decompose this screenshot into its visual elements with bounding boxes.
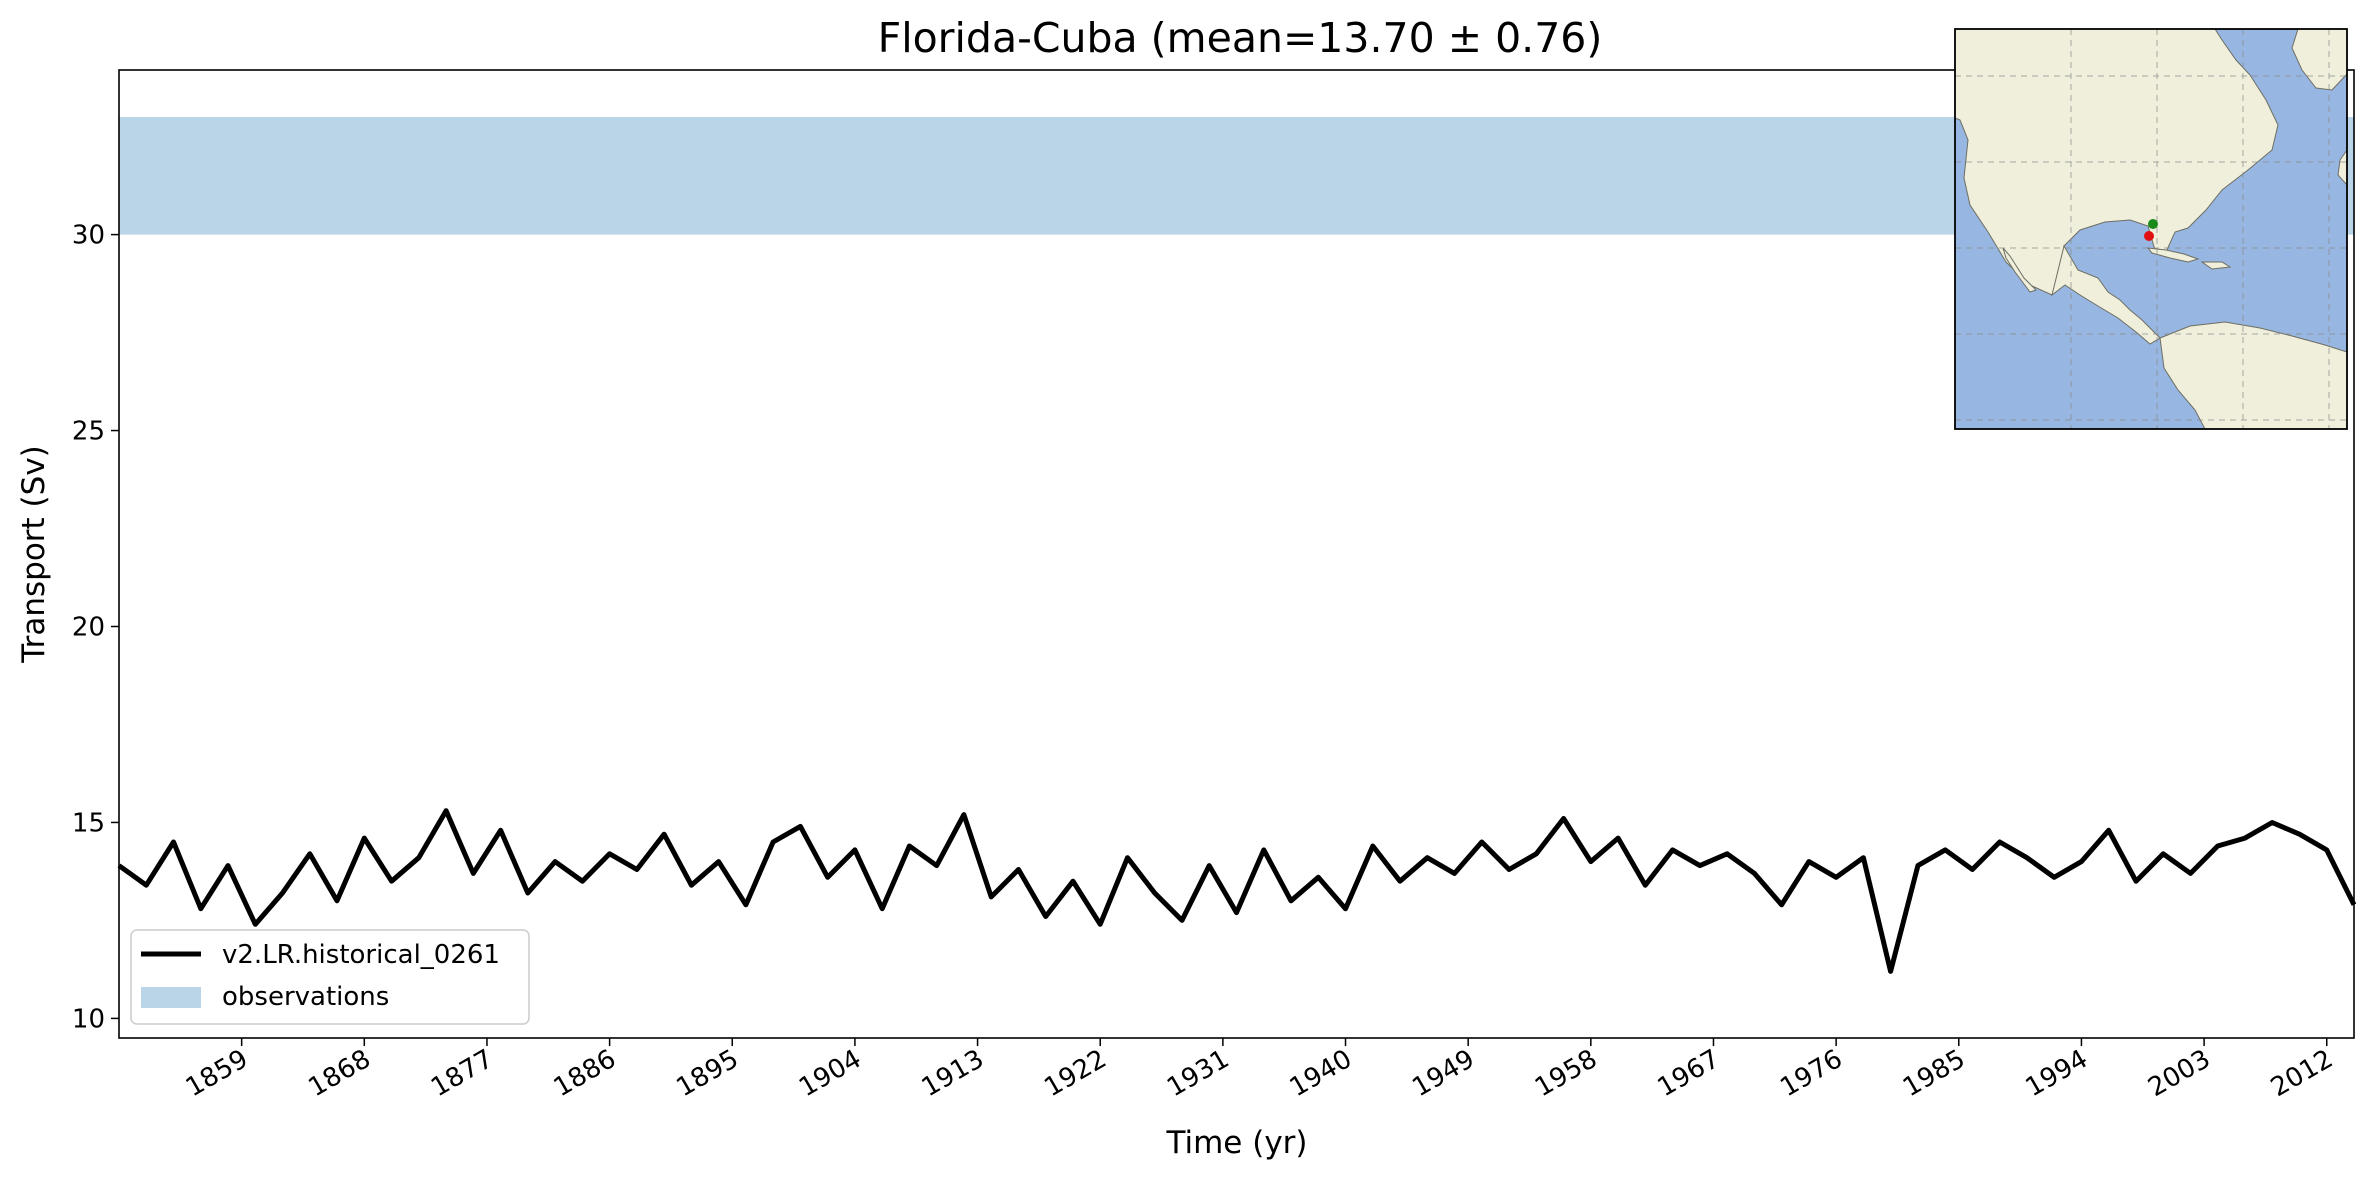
x-tick-label: 1958: [1530, 1044, 1602, 1103]
y-axis-ticks: 10 15 20 25 30: [72, 221, 119, 1034]
map-marker-cuba: [2144, 231, 2154, 241]
x-tick-label: 1949: [1407, 1044, 1479, 1103]
legend-label-series: v2.LR.historical_0261: [222, 940, 500, 970]
legend-label-observations: observations: [222, 982, 389, 1012]
inset-map-frame: [1954, 28, 2348, 430]
map-land-greenland: [2291, 29, 2347, 91]
x-tick-label: 1868: [303, 1044, 375, 1103]
x-tick-label: 1913: [917, 1044, 989, 1103]
legend: v2.LR.historical_0261 observations: [130, 929, 530, 1025]
legend-box: [130, 929, 530, 1025]
plot-frame: [118, 69, 2355, 1039]
chart-title: Florida-Cuba (mean=13.70 ± 0.76): [878, 14, 1603, 62]
map-land-south-america: [2159, 321, 2347, 429]
y-axis-label: Transport (Sv): [16, 445, 52, 664]
x-tick-label: 1967: [1653, 1044, 1725, 1103]
x-tick-label: 1895: [671, 1044, 743, 1103]
legend-swatch-band: [141, 987, 201, 1008]
y-tick-label: 20: [72, 613, 105, 643]
x-tick-label: 1859: [181, 1044, 253, 1103]
map-land-north-america: [1955, 29, 2279, 296]
x-tick-label: 1976: [1775, 1044, 1847, 1103]
x-tick-label: 2003: [2143, 1044, 2215, 1103]
x-tick-label: 1922: [1039, 1044, 1111, 1103]
map-marker-florida: [2148, 219, 2158, 229]
y-tick-label: 30: [72, 221, 105, 251]
y-tick-label: 15: [72, 808, 105, 838]
x-tick-label: 2012: [2266, 1044, 2338, 1103]
x-axis-ticks: 1859 1868 1877 1886 1895 1904 1913 1922 1931 1940…: [181, 1038, 2338, 1103]
x-tick-label: 1985: [1898, 1044, 1970, 1103]
map-gridlines: [1955, 29, 2347, 429]
map-land-baja: [2002, 247, 2037, 293]
x-tick-label: 1931: [1162, 1044, 1234, 1103]
x-tick-label: 1940: [1285, 1044, 1357, 1103]
map-land-hispaniola: [2200, 261, 2232, 270]
x-tick-label: 1877: [426, 1044, 498, 1103]
x-tick-label: 1886: [549, 1044, 621, 1103]
series-line-v2-lr-historical: [117, 808, 2357, 974]
map-land-africa: [2337, 149, 2347, 186]
inset-map: [1954, 28, 2348, 430]
x-tick-label: 1994: [2021, 1044, 2093, 1103]
map-land-cuba: [2146, 247, 2200, 263]
x-axis-label: Time (yr): [1166, 1125, 1308, 1161]
y-tick-label: 10: [72, 1004, 105, 1034]
y-tick-label: 25: [72, 417, 105, 447]
x-tick-label: 1904: [794, 1044, 866, 1103]
